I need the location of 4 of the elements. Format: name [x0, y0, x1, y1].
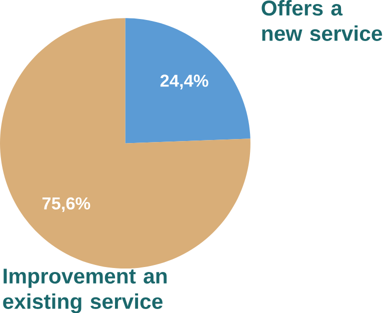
- data-label: 24,4%: [160, 74, 208, 90]
- data-label: 75,6%: [42, 197, 90, 212]
- slice-label: Offers a new service: [262, 0, 382, 41]
- slice-label: Improvement an existing service: [3, 268, 167, 313]
